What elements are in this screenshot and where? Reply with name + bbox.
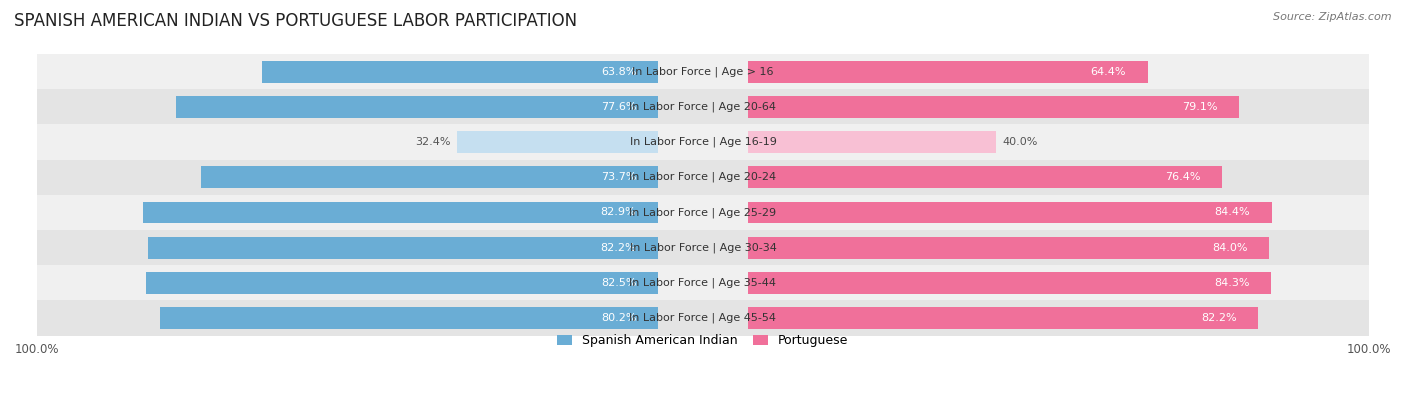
Text: 77.6%: 77.6% [600,102,637,112]
Text: 73.7%: 73.7% [600,172,637,182]
Bar [748,237,1270,259]
Bar [37,160,1369,195]
Bar [748,96,1239,118]
Bar [146,272,658,294]
Bar [37,89,1369,124]
Text: In Labor Force | Age 25-29: In Labor Force | Age 25-29 [630,207,776,218]
Bar [748,166,1222,188]
Text: 76.4%: 76.4% [1166,172,1201,182]
Bar [37,230,1369,265]
Text: 84.3%: 84.3% [1213,278,1250,288]
Bar [37,124,1369,160]
Text: 63.8%: 63.8% [600,67,637,77]
Text: 82.9%: 82.9% [600,207,637,217]
Text: In Labor Force | Age 16-19: In Labor Force | Age 16-19 [630,137,776,147]
Text: 82.2%: 82.2% [1201,313,1236,323]
Text: 64.4%: 64.4% [1091,67,1126,77]
Bar [457,131,658,153]
Bar [37,301,1369,336]
Bar [160,307,658,329]
Text: In Labor Force | Age 30-34: In Labor Force | Age 30-34 [630,243,776,253]
Bar [37,265,1369,301]
Bar [37,195,1369,230]
Bar [748,61,1147,83]
Bar [748,307,1258,329]
Text: In Labor Force | Age 20-64: In Labor Force | Age 20-64 [630,102,776,112]
Text: 82.5%: 82.5% [600,278,637,288]
Text: Source: ZipAtlas.com: Source: ZipAtlas.com [1274,12,1392,22]
Text: 40.0%: 40.0% [1002,137,1038,147]
Text: 79.1%: 79.1% [1182,102,1218,112]
Text: In Labor Force | Age > 16: In Labor Force | Age > 16 [633,66,773,77]
Text: 84.4%: 84.4% [1215,207,1250,217]
Text: SPANISH AMERICAN INDIAN VS PORTUGUESE LABOR PARTICIPATION: SPANISH AMERICAN INDIAN VS PORTUGUESE LA… [14,12,578,30]
Text: 84.0%: 84.0% [1212,243,1247,253]
Bar [201,166,658,188]
Legend: Spanish American Indian, Portuguese: Spanish American Indian, Portuguese [558,334,848,347]
Bar [748,272,1271,294]
Text: 32.4%: 32.4% [415,137,451,147]
Bar [748,131,997,153]
Bar [176,96,658,118]
Bar [37,54,1369,89]
Bar [262,61,658,83]
Text: In Labor Force | Age 45-54: In Labor Force | Age 45-54 [630,313,776,323]
Bar [748,201,1272,223]
Text: In Labor Force | Age 35-44: In Labor Force | Age 35-44 [630,278,776,288]
Bar [148,237,658,259]
Bar [143,201,658,223]
Text: 82.2%: 82.2% [600,243,637,253]
Text: In Labor Force | Age 20-24: In Labor Force | Age 20-24 [630,172,776,182]
Text: 80.2%: 80.2% [600,313,637,323]
